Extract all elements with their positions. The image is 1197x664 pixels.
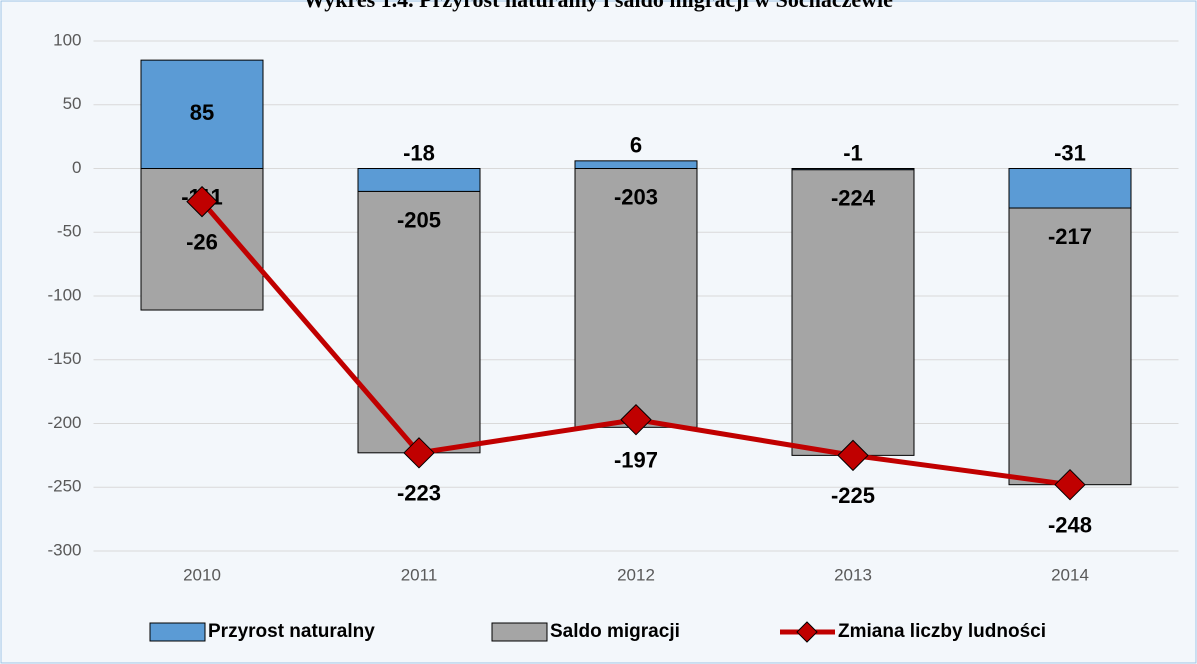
data-label: -26 (186, 229, 218, 254)
data-label: -18 (403, 140, 435, 165)
chart-title: Wykres 1.4. Przyrost naturalny i saldo m… (303, 0, 893, 12)
data-label: -197 (614, 447, 658, 472)
data-label: 85 (190, 100, 214, 125)
bar-segment (1008, 168, 1132, 209)
data-label: -248 (1048, 513, 1092, 538)
bar-segment (574, 160, 698, 170)
bar-segment (1008, 207, 1132, 486)
data-label: 6 (630, 133, 642, 158)
y-tick-label: -100 (47, 285, 81, 304)
y-tick-label: 0 (72, 158, 81, 177)
x-tick-label: 2013 (834, 565, 872, 584)
y-tick-label: -150 (47, 349, 81, 368)
x-tick-label: 2010 (183, 565, 221, 584)
x-tick-label: 2011 (401, 565, 438, 584)
data-label: -31 (1054, 140, 1086, 165)
line-marker (620, 403, 652, 436)
x-tick-label: 2014 (1051, 565, 1089, 584)
data-label: -203 (614, 184, 658, 209)
line-marker (186, 185, 218, 218)
y-tick-label: 100 (53, 30, 81, 49)
legend-label: Saldo migracji (550, 621, 680, 642)
bar-segment (357, 168, 481, 192)
y-tick-label: -200 (47, 413, 81, 432)
x-tick-label: 2012 (617, 565, 655, 584)
data-label: -223 (397, 481, 441, 506)
legend-label: Przyrost naturalny (208, 621, 375, 642)
y-tick-label: -50 (57, 222, 82, 241)
data-label: -217 (1048, 224, 1092, 249)
data-label: -205 (397, 207, 441, 232)
legend-label: Zmiana liczby ludności (838, 621, 1046, 642)
data-label: -224 (831, 186, 876, 211)
line-marker (403, 437, 435, 469)
legend-swatch (149, 622, 206, 642)
legend-swatch (491, 622, 548, 642)
data-label: -1 (843, 140, 863, 165)
legend-marker (796, 621, 818, 643)
y-tick-label: -250 (47, 477, 81, 496)
y-tick-label: 50 (63, 94, 82, 113)
bar-segment (574, 168, 698, 428)
line-marker (1054, 468, 1086, 501)
line-marker (837, 439, 869, 472)
y-tick-label: -300 (47, 540, 81, 559)
data-label: -225 (831, 483, 875, 508)
bar-segment (791, 169, 915, 456)
